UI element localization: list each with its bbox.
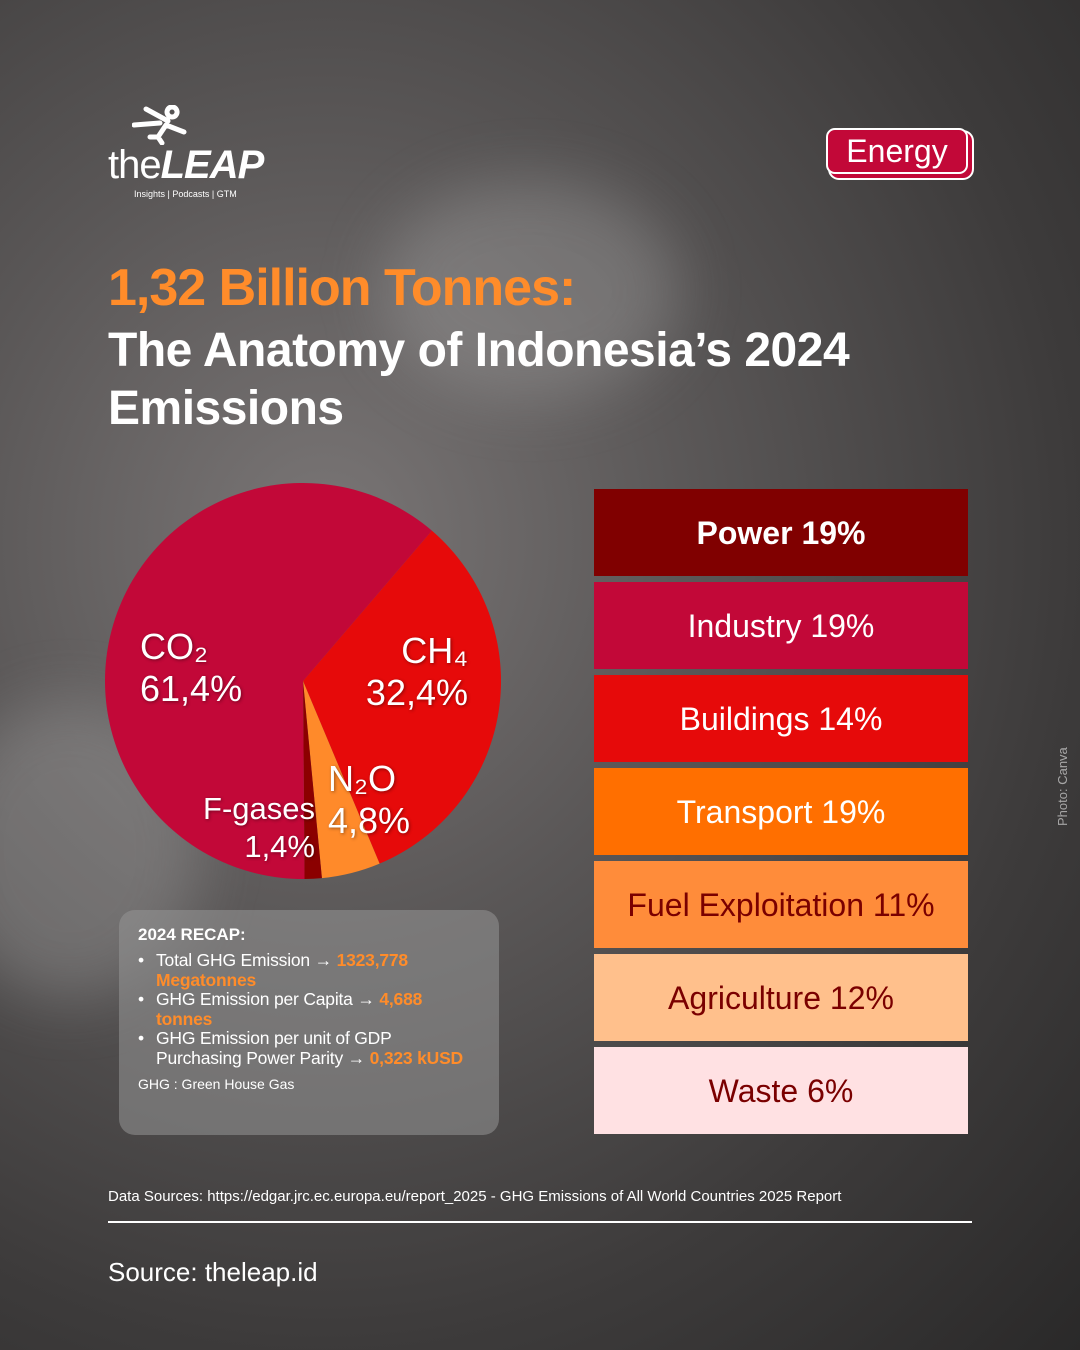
recap-item-label: GHG Emission per Capita →: [156, 989, 380, 1009]
pie-slice-3: [104, 483, 432, 879]
sector-bar: Industry 19%: [594, 582, 968, 669]
sector-bar: Agriculture 12%: [594, 954, 968, 1041]
pie-label-co2: CO₂ 61,4%: [140, 626, 242, 710]
recap-panel: 2024 RECAP: Total GHG Emission → 1323,77…: [119, 910, 499, 1135]
recap-item-value: 0,323 kUSD: [369, 1047, 464, 1068]
pie-label-n2o: N₂O 4,8%: [328, 758, 410, 842]
data-sources: Data Sources: https://edgar.jrc.ec.europ…: [108, 1188, 842, 1205]
recap-item: GHG Emission per unit of GDP Purchasing …: [138, 1028, 480, 1068]
sector-bar: Waste 6%: [594, 1047, 968, 1134]
n2o-value: 4,8%: [328, 800, 411, 841]
logo-leap: LEAP: [160, 143, 265, 187]
smoke-haze: [380, 180, 680, 400]
recap-item-label: GHG Emission per unit of GDP Purchasing …: [156, 1028, 392, 1068]
co2-name: CO₂: [140, 626, 208, 667]
recap-item-value: 4,688 tonnes: [156, 989, 423, 1029]
sector-bar: Buildings 14%: [594, 675, 968, 762]
sector-bar: Transport 19%: [594, 768, 968, 855]
n2o-name: N₂O: [328, 758, 396, 799]
recap-item: Total GHG Emission → 1323,778 Megatonnes: [138, 950, 480, 990]
sector-bar: Fuel Exploitation 11%: [594, 861, 968, 948]
recap-heading: 2024 RECAP:: [138, 925, 246, 944]
sector-bar: Power 19%: [594, 489, 968, 576]
subheadline: The Anatomy of Indonesia’s 2024 Emission…: [108, 324, 850, 435]
pie-label-fgases: F-gases 1,4%: [180, 790, 315, 866]
logo-tagline: Insights | Podcasts | GTM: [134, 189, 237, 199]
pie-slice-2: [303, 681, 322, 879]
source-footer: Source: theleap.id: [108, 1257, 318, 1287]
recap-note: GHG : Green House Gas: [138, 1076, 295, 1092]
pie-slice-0: [303, 530, 501, 864]
logo-wordmark: theLEAP: [108, 143, 265, 187]
recap-item-value: 1323,778 Megatonnes: [156, 950, 408, 990]
recap-item-label: Total GHG Emission →: [156, 950, 337, 970]
ch4-value: 32,4%: [365, 672, 468, 713]
pie-label-ch4: CH₄ 32,4%: [348, 630, 468, 714]
photo-credit: Photo: Canva: [1055, 747, 1070, 826]
fgases-value: 1,4%: [244, 829, 315, 864]
fgases-name: F-gases: [203, 791, 315, 826]
theleap-logo: theLEAP Insights | Podcasts | GTM: [108, 105, 298, 205]
co2-value: 61,4%: [140, 668, 243, 709]
gas-pie-chart: [104, 483, 501, 879]
ch4-name: CH₄: [401, 630, 468, 671]
category-badge: Energy: [826, 128, 968, 174]
headline: 1,32 Billion Tonnes:: [108, 259, 576, 317]
divider: [108, 1221, 972, 1223]
logo-the: the: [108, 143, 162, 187]
leaping-figure-icon: [132, 105, 187, 145]
pie-slice-1: [303, 681, 380, 879]
sector-list: Power 19% Industry 19% Buildings 14% Transp…: [594, 489, 968, 1140]
recap-item: GHG Emission per Capita → 4,688 tonnes: [138, 989, 480, 1029]
